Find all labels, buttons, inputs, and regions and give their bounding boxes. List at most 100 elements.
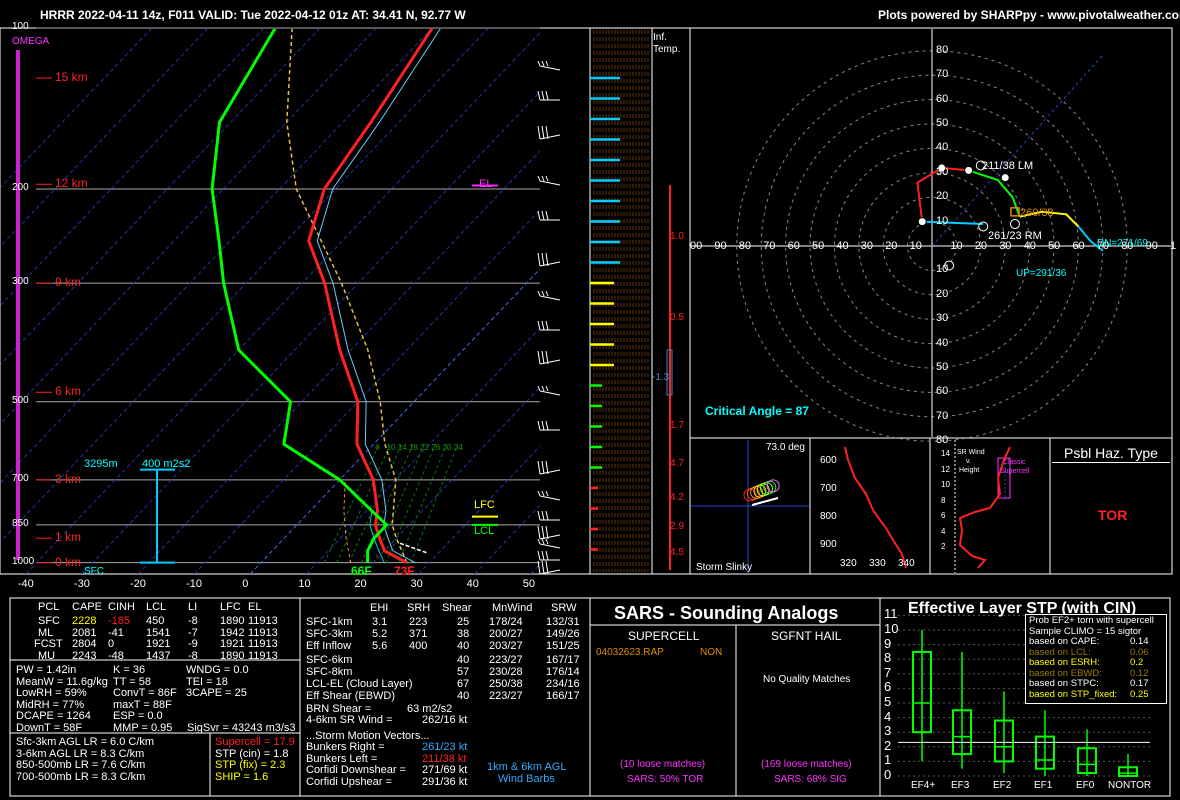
parcel-cell: 1921: [220, 638, 245, 650]
barb-label-1: 1km & 6km AGL: [487, 761, 567, 773]
kin-cell: 67: [457, 678, 470, 690]
sars-sup-pct: SARS: 50% TOR: [627, 774, 704, 785]
sars-hail-pct: SARS: 68% SIG: [774, 774, 847, 785]
barb-staff: [539, 390, 561, 396]
hodo-trace: [1019, 210, 1080, 228]
hodo-trace: [1077, 225, 1104, 252]
barb-flag: [541, 525, 545, 540]
barb-flag: [541, 175, 545, 182]
slinky-x-tick: 330: [869, 558, 886, 569]
kin-cell: 151/25: [546, 640, 580, 652]
eff-inflow-base: 3295m: [84, 458, 118, 470]
barb-flag: [545, 385, 549, 392]
barb-flag: [541, 210, 545, 221]
stp-legend-value: 0.14: [1130, 636, 1149, 647]
stp-legend-label: Sample CLIMO = 15 sigtor: [1029, 625, 1142, 637]
slinky-x-tick: 340: [898, 558, 915, 569]
hodo-x-label: 30: [999, 240, 1012, 252]
kin-cell: SFC-6km: [306, 654, 353, 666]
downdraft-line: [343, 479, 352, 563]
parcel-cell: SFC: [38, 615, 60, 627]
hodo-x-label: 1: [1170, 240, 1177, 252]
isotherm-line: [1, 29, 264, 306]
barb-staff: [539, 495, 561, 501]
barb-flag: [545, 90, 549, 101]
parcel-cell: -41: [108, 626, 124, 639]
stp-legend-value: 0.25: [1130, 688, 1149, 700]
srw-line: [958, 446, 1011, 569]
kin-cell: 400: [409, 640, 428, 652]
srw-tick: 10: [941, 480, 950, 489]
temperature-tick: -30: [73, 578, 90, 590]
wind-barbs: [537, 60, 561, 575]
srwind-title3: Height: [959, 467, 980, 474]
stp-title: Effective Layer STP (with CIN): [908, 600, 1137, 617]
stp-legend-value: 0.17: [1130, 678, 1149, 689]
lfc-label: LFC: [474, 499, 495, 511]
index-item: ConvT = 86F: [113, 687, 177, 699]
barb-flag: [545, 550, 549, 561]
parcel-cell: 1890: [220, 649, 245, 662]
stp-legend-label: Prob EF2+ torn with supercell: [1029, 615, 1154, 626]
hodo-shear-line: [931, 55, 1103, 247]
kin-cell: 25: [457, 616, 470, 628]
mean-wind-label: 260/38: [1020, 207, 1054, 219]
mixing-ratio-label: 26: [431, 443, 441, 453]
barb-flag: [537, 60, 541, 67]
stp-y-tick: 4: [884, 708, 892, 724]
stp-legend-label: based on EBWD:: [1029, 667, 1102, 679]
stp-box: [1077, 747, 1097, 775]
pressure-label: 1000: [12, 555, 35, 567]
theta-label: -1.3: [652, 372, 670, 383]
parcel-header: PCL: [38, 601, 60, 613]
stp-y-tick: 5: [884, 694, 892, 709]
barb-staff: [539, 469, 561, 475]
stp-x-label: EF3: [951, 780, 970, 791]
isotherm-line: [81, 91, 540, 574]
header-title: HRRR 2022-04-11 14z, F011 VALID: Tue 202…: [40, 8, 466, 22]
stp-legend-value: 0.06: [1130, 646, 1149, 658]
hodo-point: [964, 165, 974, 175]
index-item: WNDG = 0.0: [186, 664, 249, 676]
hodo-x-label: 70: [1096, 240, 1110, 252]
sars-title: SARS - Sounding Analogs: [614, 603, 839, 623]
kin-cell: SFC-3km: [306, 628, 353, 640]
inf-label: Inf.: [653, 32, 667, 43]
pressure-label: 100: [12, 21, 29, 32]
barb-flag: [545, 460, 549, 475]
barb-staff: [539, 65, 561, 71]
composite-item: STP (cin) = 1.8: [215, 747, 289, 760]
isotherm-line: [137, 150, 540, 574]
height-label: 0 km: [55, 554, 82, 569]
mean-wind-marker: [1010, 207, 1020, 217]
hodo-ring-label: 70: [936, 68, 949, 81]
stp-x-label: EF4+: [911, 780, 936, 791]
index-item: K = 36: [113, 664, 146, 676]
isotherm-line: [1, 29, 489, 542]
hodo-x-label: 20: [974, 240, 988, 252]
stp-x-label: EF1: [1034, 780, 1053, 791]
sars-match-type: NON: [700, 647, 723, 658]
critical-angle: Critical Angle = 87: [705, 404, 809, 418]
height-label: 12 km: [55, 176, 88, 191]
index-item: LowRH = 59%: [16, 687, 87, 699]
hodograph-frame: [689, 27, 1173, 439]
temperature-tick: 30: [410, 578, 423, 590]
right-mover-label: 261/23 RM: [988, 230, 1042, 242]
theta-label: 1.7: [670, 420, 684, 431]
motion-value: 271/69 kt: [422, 764, 468, 776]
parcel-cell: -9: [188, 638, 198, 650]
barb-flag: [537, 210, 541, 221]
stp-y-tick: 8: [884, 650, 892, 666]
hodo-ring-label: 30: [936, 165, 949, 178]
brn-shear-label: BRN Shear =: [306, 703, 372, 715]
temperature-tick: 20: [354, 578, 367, 590]
barb-flag: [541, 490, 545, 497]
theta-label: 4.7: [670, 458, 684, 469]
barb-flag: [545, 490, 549, 497]
kin-cell: 40: [457, 640, 470, 652]
corfidi-up-label: UP=291/36: [1016, 268, 1067, 279]
parcel-cell: 1541: [146, 626, 171, 639]
parcel-cell: 450: [146, 615, 165, 627]
srwind-plot: [954, 440, 1011, 573]
